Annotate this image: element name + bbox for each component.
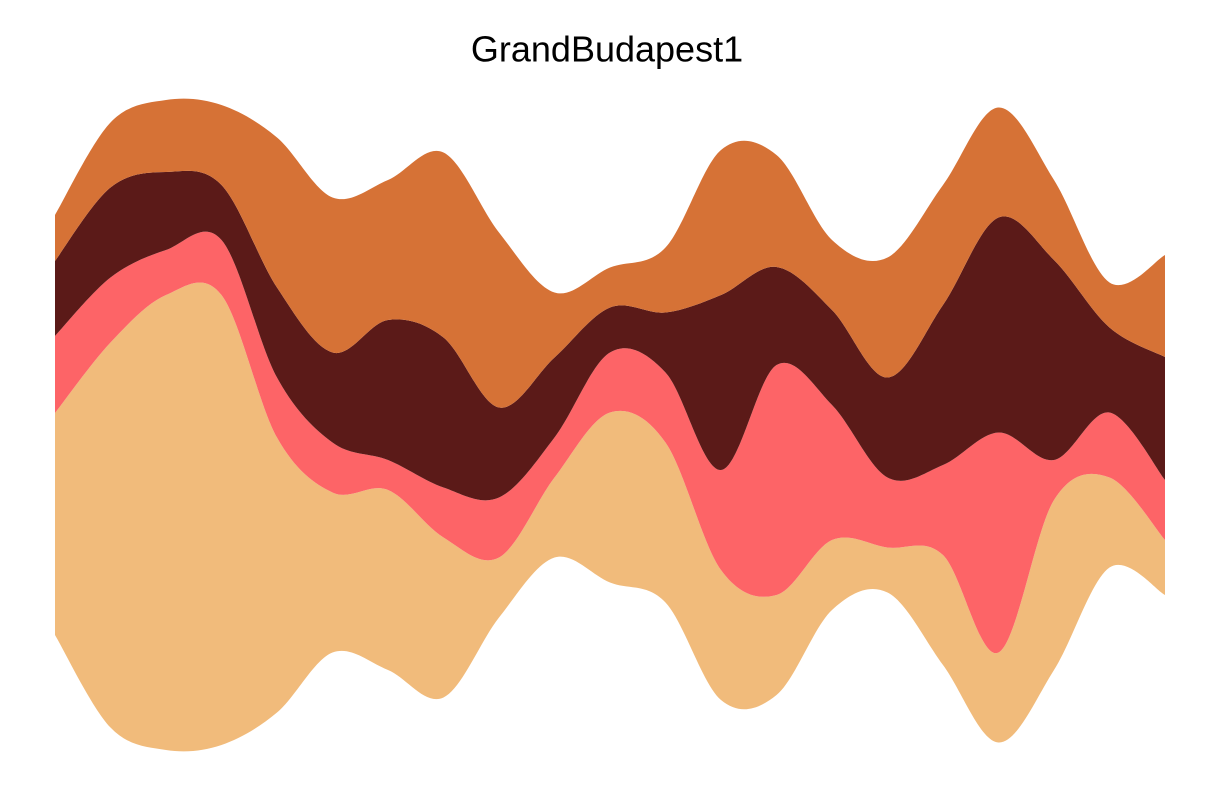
stream-layer xyxy=(55,231,1165,654)
chart-title: GrandBudapest1 xyxy=(471,29,743,70)
stream-layer xyxy=(55,170,1165,501)
stream-layer xyxy=(55,98,1165,408)
stream-layer xyxy=(55,282,1165,752)
